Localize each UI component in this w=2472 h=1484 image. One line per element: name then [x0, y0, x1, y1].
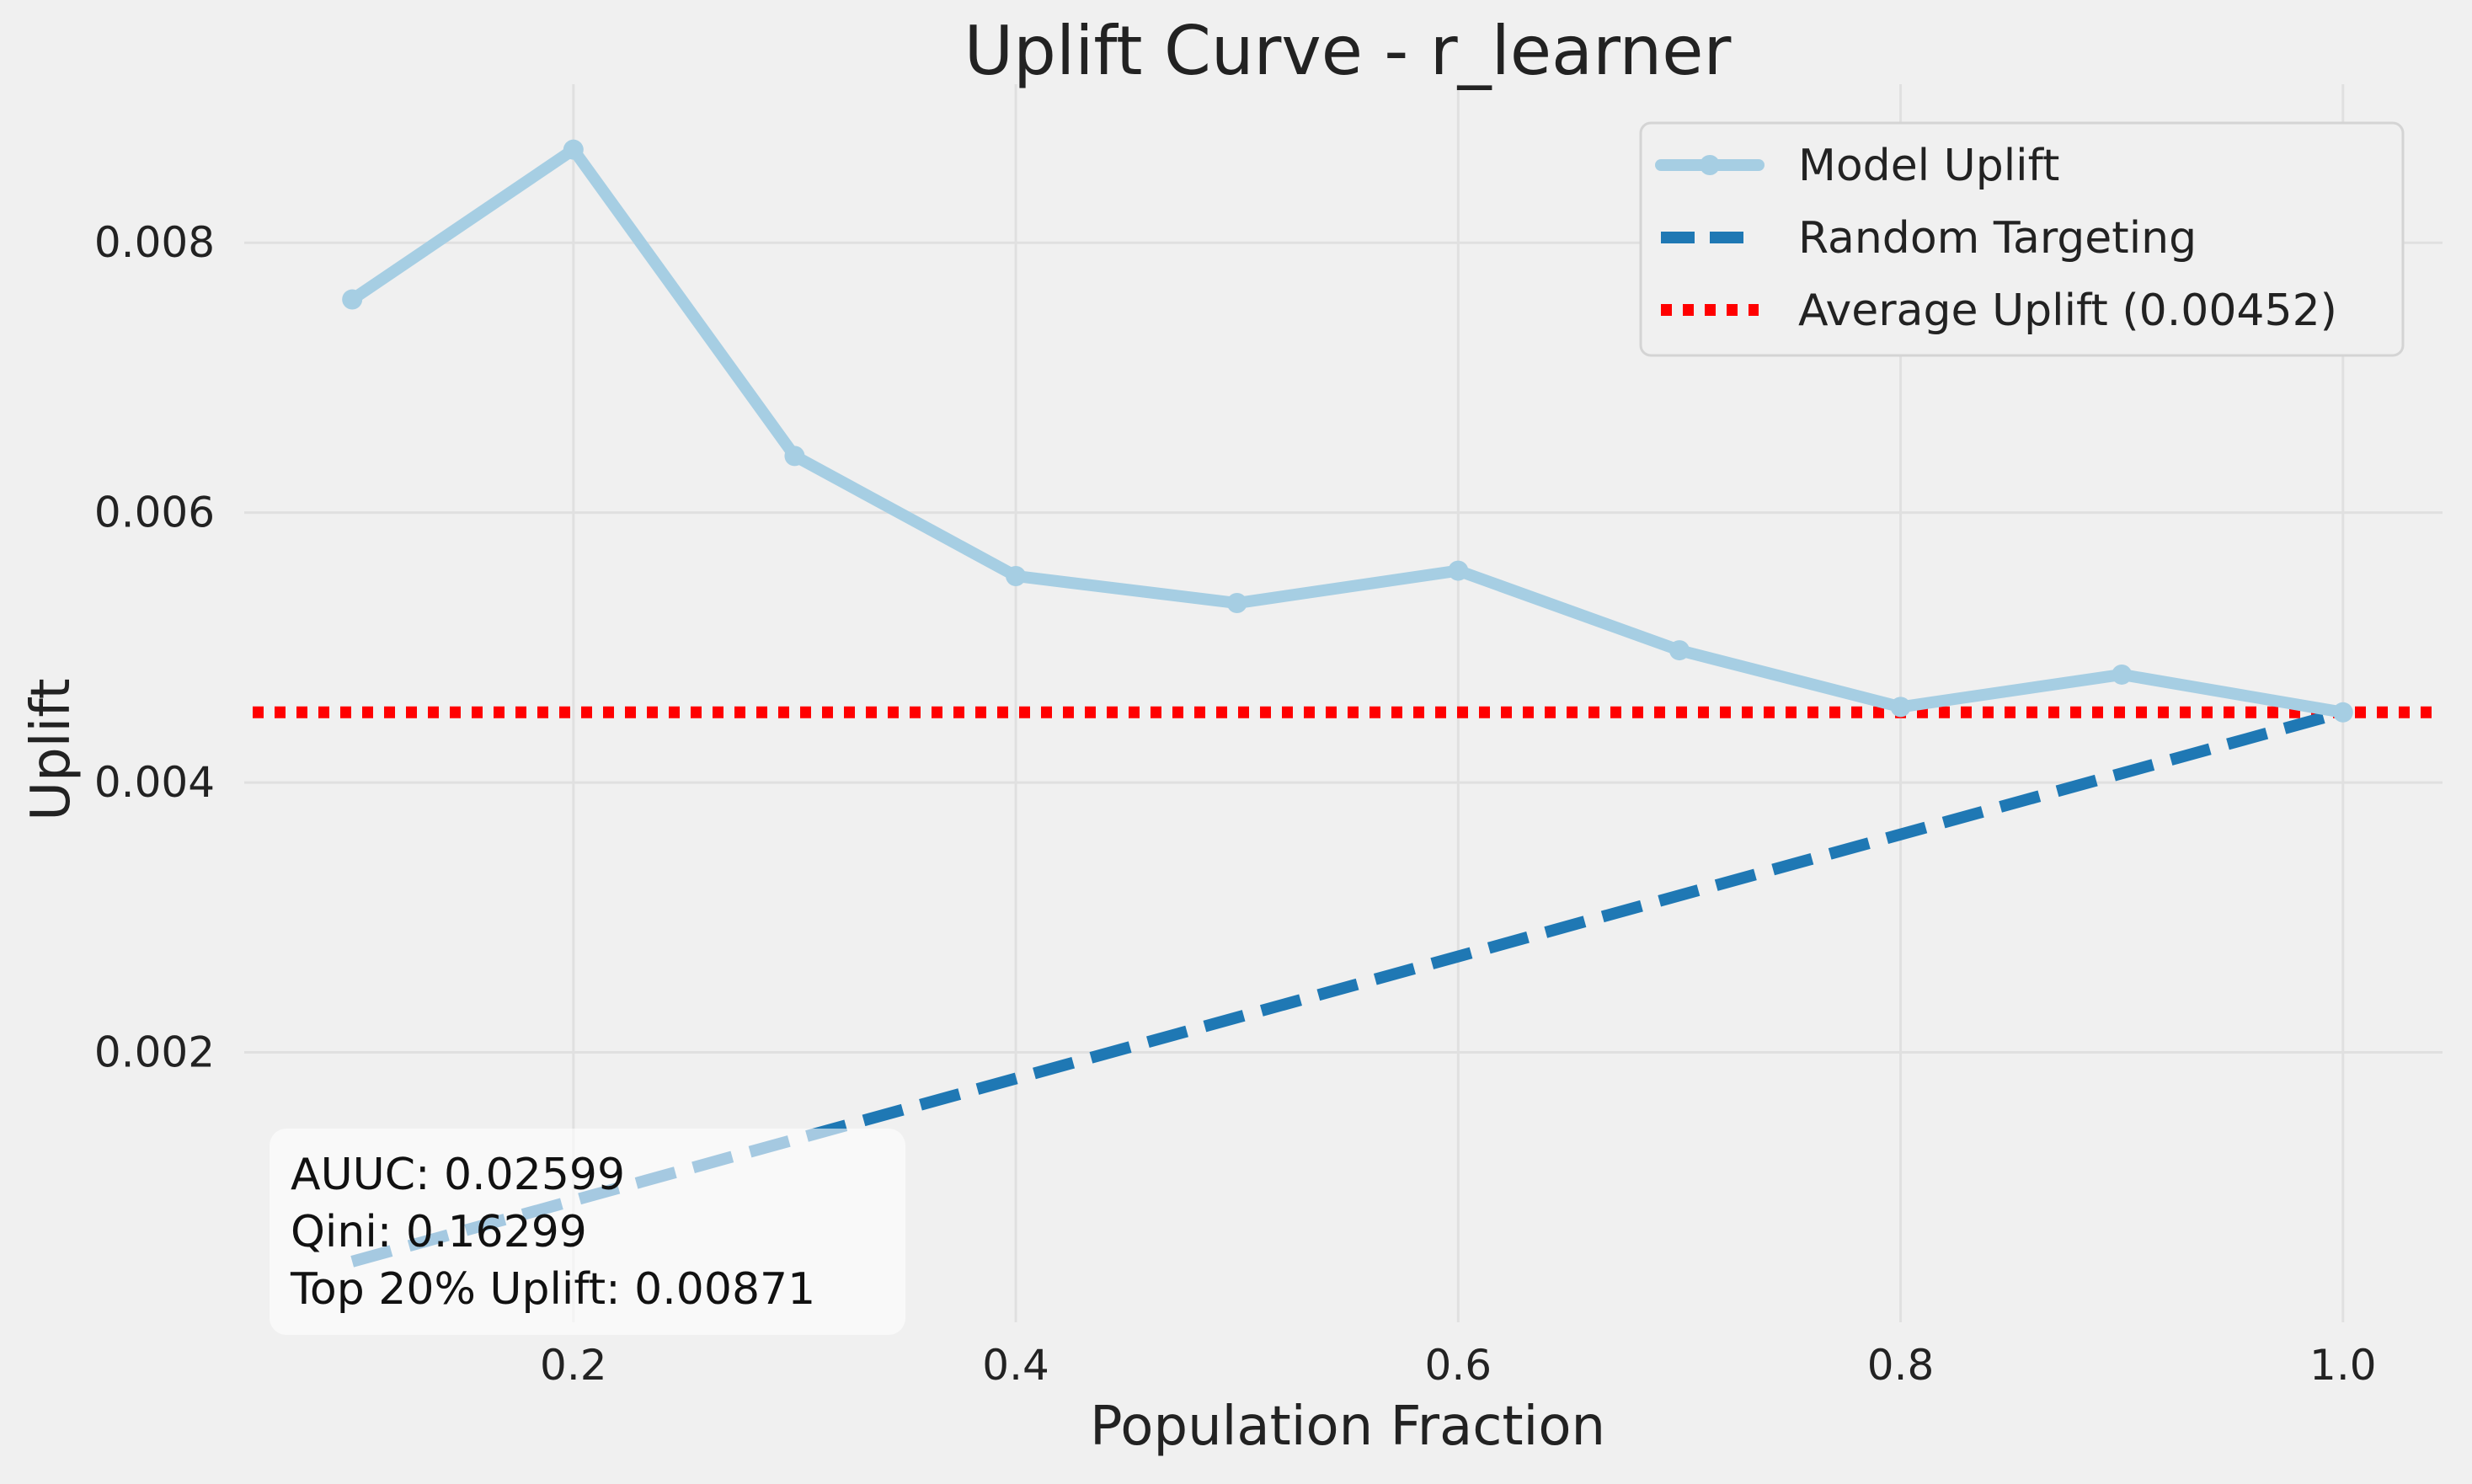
x-tick-label: 0.2: [540, 1341, 607, 1390]
legend-label-random-targeting: Random Targeting: [1798, 213, 2197, 264]
model-uplift-point: [1668, 640, 1690, 661]
annotation-qini: Qini: 0.16299: [291, 1207, 587, 1257]
annotation-box: [270, 1129, 905, 1335]
x-tick-label: 0.4: [982, 1341, 1049, 1390]
annotation-auuc: AUUC: 0.02599: [291, 1150, 625, 1200]
x-axis-label: Population Fraction: [1090, 1396, 1605, 1458]
y-tick-label: 0.006: [94, 488, 215, 537]
legend-marker-model-uplift: [1700, 155, 1720, 175]
model-uplift-point: [1890, 697, 1911, 718]
model-uplift-point: [563, 139, 584, 160]
legend-box: [1639, 121, 2405, 357]
annotation-top20: Top 20% Uplift: 0.00871: [290, 1264, 815, 1315]
legend-label-model-uplift: Model Uplift: [1798, 141, 2059, 191]
x-tick-label: 0.8: [1867, 1341, 1935, 1390]
x-tick-label: 0.6: [1425, 1341, 1492, 1390]
series-model-uplift-line: [346, 143, 2349, 718]
model-uplift-point: [1226, 593, 1247, 614]
x-tick-label: 1.0: [2309, 1341, 2377, 1390]
legend-label-average-uplift: Average Uplift (0.00452): [1798, 286, 2337, 336]
model-uplift-point: [2112, 664, 2133, 685]
y-tick-label: 0.002: [94, 1028, 215, 1077]
legend: Model Uplift Random Targeting Average Up…: [1639, 121, 2405, 357]
series-layer: [253, 139, 2443, 1268]
chart-title: Uplift Curve - r_learner: [964, 12, 1732, 90]
tick-labels: 0.2 0.4 0.6 0.8 1.0 0.002 0.004 0.006 0.008: [94, 218, 2377, 1390]
model-uplift-point: [784, 446, 805, 467]
model-uplift-point: [1006, 565, 1027, 586]
model-uplift-point: [2332, 702, 2353, 723]
model-uplift-point: [342, 289, 363, 310]
y-axis-label: Uplift: [20, 678, 83, 821]
model-uplift-point: [1448, 560, 1469, 581]
y-tick-label: 0.004: [94, 758, 215, 807]
metrics-annotation: AUUC: 0.02599 Qini: 0.16299 Top 20% Upli…: [270, 1129, 905, 1335]
series-random-targeting-line: [350, 707, 2345, 1268]
y-tick-label: 0.008: [94, 218, 215, 267]
